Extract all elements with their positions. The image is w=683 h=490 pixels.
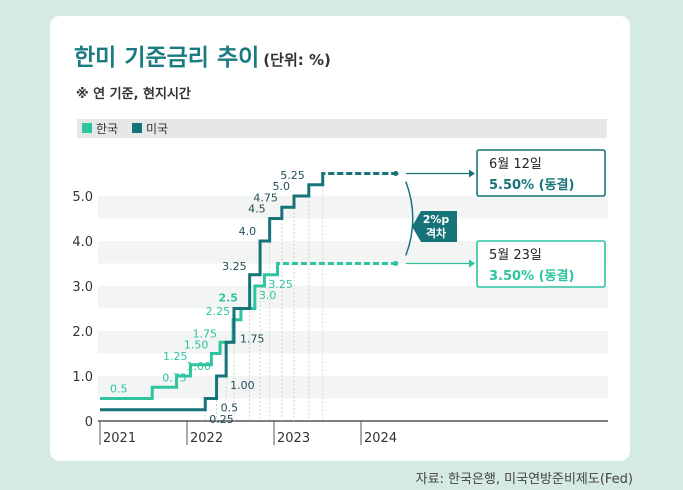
us-point-label: 4.75 [253,191,278,204]
us-point-label: 5.0 [273,180,291,193]
legend-swatch [82,123,92,133]
tail-dot [324,261,329,266]
us-callout-date: 6월 12일 [489,157,542,172]
source-note: 자료: 한국은행, 미국연방준비제도(Fed) [415,472,633,487]
chart-title: 한미 기준금리 추이 (단위: %) [74,38,331,72]
tail-dot [352,171,356,176]
korea-point-label: 2.5 [218,292,238,305]
korea-callout-date: 5월 23일 [489,248,542,263]
legend-swatch [132,123,142,133]
tail-dot [379,171,383,176]
y-tick-label: 5.0 [72,190,93,205]
series-line-us [100,172,396,412]
unit-label: (단위: %) [263,51,331,69]
gap-tag-value: 2%p [423,213,450,226]
tail-dot [334,171,338,176]
grid-band [98,196,608,219]
tail-dot [361,171,365,176]
tail-dot [351,261,356,266]
korea-point-label: 1.00 [187,360,212,373]
tail-dot [370,171,374,176]
korea-point-label: 0.5 [110,383,128,396]
y-tick-label: 4.0 [72,235,93,250]
tail-dot [288,261,293,266]
series-lines [100,171,399,421]
tail-dot [315,261,320,266]
tail-dot [378,261,383,266]
us-callout-value: 5.50% (동결) [489,177,574,193]
us-point-label: 0.5 [221,402,239,415]
us-point-label: 0.25 [209,413,234,426]
end-point [393,261,399,266]
tail-dot [387,261,392,266]
legend-strip [77,119,607,138]
korea-callout-value: 3.50% (동결) [489,268,574,284]
us-callout-box [476,149,606,197]
us-point-label: 5.25 [280,169,305,182]
tail-dot [388,171,392,176]
chart-note: ※ 연 기준, 현지시간 [76,87,191,102]
y-tick-label: 2.0 [72,325,93,340]
korea-point-label: 1.75 [193,327,218,340]
point-labels: 0.50.751.001.251.501.752.252.5 3.03.250.2… [110,169,305,426]
grid-band [98,218,608,241]
tail-dot [360,261,365,266]
end-point [393,171,399,176]
korea-point-label: 1.25 [163,350,188,363]
us-point-label: 3.25 [222,260,247,273]
legend-label: 한국 [96,122,118,136]
grid-band [98,376,608,399]
gap-bracket [405,181,414,256]
us-point-label: 4.0 [239,225,257,238]
tail-dot [333,261,338,266]
legend-label: 미국 [146,122,168,136]
us-point-label: 1.00 [230,379,255,392]
x-tick-label: 2022 [190,431,223,446]
tail-dot [342,261,347,266]
tail-dot [297,261,302,266]
tail-dot [325,171,329,176]
x-tick-label: 2021 [103,431,136,446]
us-point-label: 1.75 [240,332,264,345]
y-tick-label: 3.0 [72,280,93,295]
y-tick-label: 1.0 [72,370,93,385]
legend: 한국 미국 [77,119,607,138]
korea-point-label: 0.75 [162,371,187,384]
tail-dot [279,261,284,266]
gap-tag [412,211,457,242]
korea-point-label: 2.25 [206,305,231,318]
grid-band [98,398,608,421]
korea-point-label: 3.25 [268,278,293,291]
chart-title-text: 한미 기준금리 추이 [74,45,260,71]
grid-band [98,308,608,331]
korea-callout-box [476,240,606,288]
us-point-label: 4.5 [248,203,266,216]
tail-dot [343,171,347,176]
tail-dot [306,261,311,266]
korea-point-label: 1.50 [184,339,209,352]
callouts: 6월 12일 5.50% (동결) 5월 23일 3.50% (동결) 2%p격차 [405,149,606,288]
tail-dot [369,261,374,266]
gap-tag-label: 격차 [426,226,447,240]
x-tick-label: 2023 [277,431,310,446]
grid-band [98,286,608,309]
y-tick-label: 0 [85,415,93,430]
korea-point-label: 3.0 [259,289,277,302]
x-tick-label: 2024 [364,431,397,446]
